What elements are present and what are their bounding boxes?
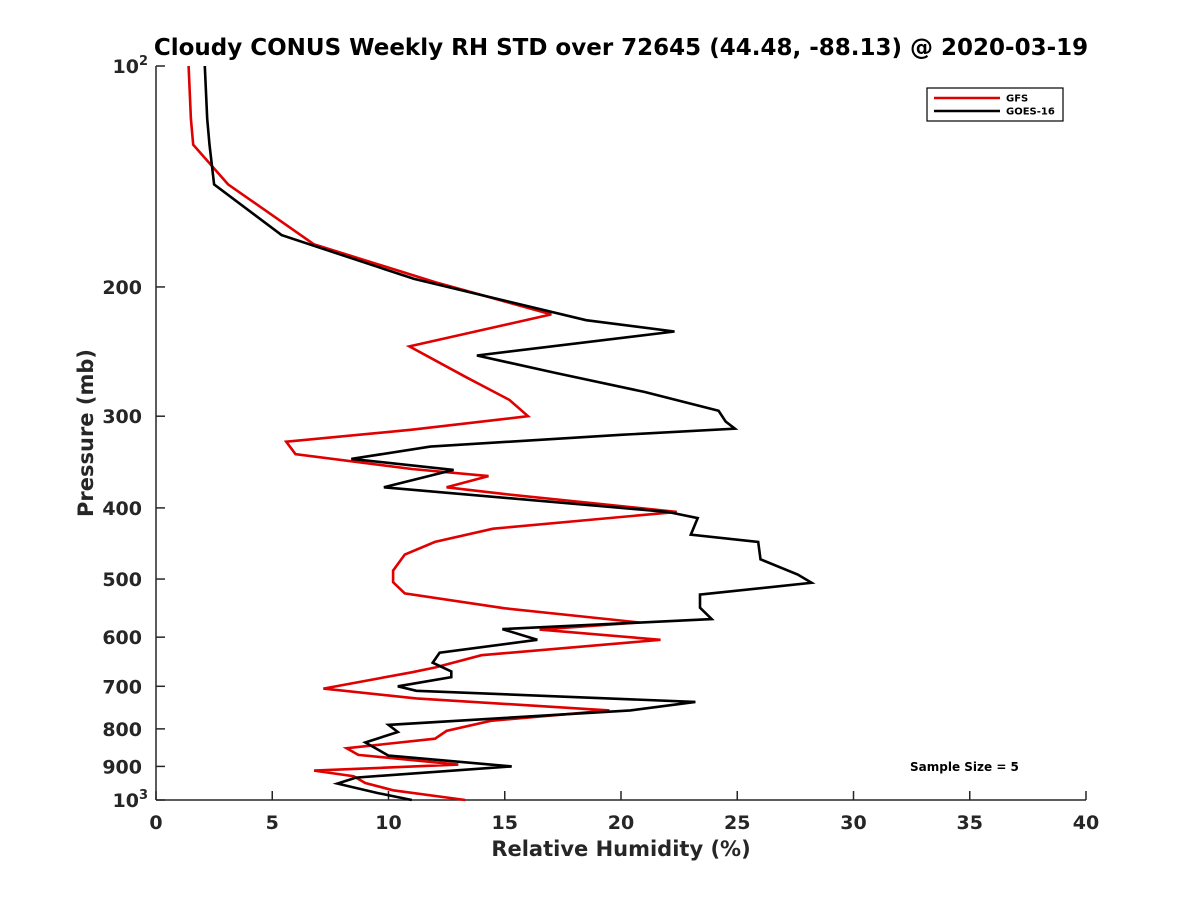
x-tick-label: 30 bbox=[840, 812, 866, 834]
legend-box bbox=[926, 87, 1064, 122]
legend-label-goes16: GOES-16 bbox=[1006, 107, 1055, 118]
x-tick-label: 5 bbox=[266, 812, 279, 834]
legend-label-gfs: GFS bbox=[1006, 94, 1028, 105]
y-tick-label: 300 bbox=[102, 406, 142, 428]
x-tick-label: 40 bbox=[1073, 812, 1099, 834]
y-axis-label: Pressure (mb) bbox=[74, 349, 98, 517]
y-tick-label: 200 bbox=[102, 277, 142, 299]
x-tick-label: 25 bbox=[724, 812, 750, 834]
x-tick-label: 20 bbox=[608, 812, 634, 834]
x-tick-label: 10 bbox=[375, 812, 401, 834]
y-tick-label: 500 bbox=[102, 569, 142, 591]
x-tick-label: 0 bbox=[149, 812, 162, 834]
axes: 0 5 10 15 20 25 30 35 40 102 200 300 400 500 600 700 80… bbox=[102, 54, 1099, 834]
y-tick-label: 800 bbox=[102, 719, 142, 741]
legend: GFS GOES-16 bbox=[926, 87, 1064, 122]
y-tick-label: 900 bbox=[102, 756, 142, 778]
y-tick-label: 600 bbox=[102, 627, 142, 649]
series-line-gfs bbox=[187, 65, 677, 802]
series-layer bbox=[187, 65, 816, 802]
y-tick-label: 102 bbox=[113, 54, 149, 78]
x-tick-label: 15 bbox=[492, 812, 518, 834]
y-tick-label: 400 bbox=[102, 498, 142, 520]
x-axis-label: Relative Humidity (%) bbox=[491, 837, 750, 861]
series-line-goes16 bbox=[203, 65, 816, 802]
chart-title: Cloudy CONUS Weekly RH STD over 72645 (4… bbox=[154, 35, 1088, 61]
y-tick-label: 700 bbox=[102, 676, 142, 698]
sample-size-annotation: Sample Size = 5 bbox=[910, 760, 1019, 774]
y-tick-label: 103 bbox=[113, 788, 149, 812]
y-ticks: 102 200 300 400 500 600 700 800 900 103 bbox=[102, 54, 165, 812]
x-tick-label: 35 bbox=[957, 812, 983, 834]
x-ticks: 0 5 10 15 20 25 30 35 40 bbox=[149, 791, 1099, 834]
